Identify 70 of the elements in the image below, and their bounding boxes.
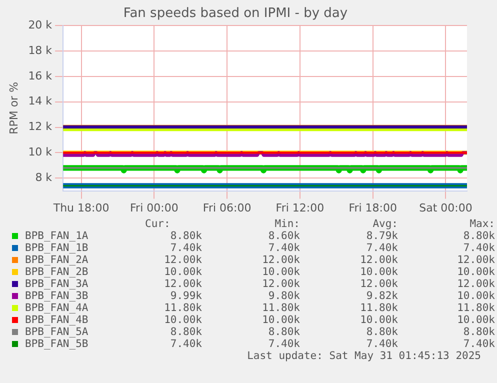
text: 10.00k (456, 266, 495, 278)
text: 10.00k (456, 290, 495, 302)
text: 8.80k (365, 326, 398, 338)
text: 10.00k (163, 266, 202, 278)
text: 10.00k (261, 314, 300, 326)
text: 9.80k (267, 290, 300, 302)
text: 7.40k (365, 338, 398, 350)
text: 7.40k (267, 242, 300, 254)
text: 12.00k (456, 278, 495, 290)
y-tick-label: 8 k (35, 170, 53, 184)
x-tick-label: Fri 00:00 (130, 201, 178, 214)
legend-label: BPB_FAN_5A (25, 326, 88, 338)
text: 9.82k (365, 290, 398, 302)
legend-label: BPB_FAN_1B (25, 242, 88, 254)
chart-title: Fan speeds based on IPMI - by day (123, 6, 348, 22)
text: 8.80k (169, 326, 202, 338)
text: 12.00k (261, 278, 300, 290)
y-tick-label: 16 k (28, 69, 53, 82)
text: 11.80k (261, 302, 300, 314)
text: 11.80k (456, 302, 495, 314)
y-tick-label: 12 k (28, 120, 53, 134)
y-tick-label: 10 k (28, 146, 53, 159)
text: 10.00k (456, 314, 495, 326)
legend-label: BPB_FAN_2A (25, 254, 88, 266)
legend-label: BPB_FAN_4B (25, 314, 88, 326)
text: 12.00k (163, 254, 202, 266)
legend-label: BPB_FAN_1A (25, 230, 88, 242)
legend-label: BPB_FAN_4A (25, 302, 88, 314)
text: 11.80k (359, 302, 398, 314)
text: 12.00k (359, 254, 398, 266)
x-tick-label: Thu 18:00 (52, 201, 110, 214)
text: 10.00k (359, 314, 398, 326)
text: 7.40k (169, 338, 202, 350)
legend-label: BPB_FAN_3A (25, 278, 88, 290)
text: Last update: Sat May 31 01:45:13 2025 (246, 350, 481, 362)
text: 7.40k (462, 338, 495, 350)
text: 8.80k (462, 326, 495, 338)
text: 8.80k (462, 230, 495, 242)
text: 12.00k (359, 278, 398, 290)
text: 7.40k (365, 242, 398, 254)
text: 7.40k (462, 242, 495, 254)
text: 7.40k (169, 242, 202, 254)
legend-label: BPB_FAN_5B (25, 338, 88, 350)
x-tick-label: Fri 12:00 (276, 201, 324, 214)
text: Avg: (372, 218, 398, 230)
text: 11.80k (163, 302, 202, 314)
text: 12.00k (163, 278, 202, 290)
text: 8.60k (267, 230, 300, 242)
text: 8.79k (365, 230, 398, 242)
text: 8.80k (169, 230, 202, 242)
legend-label: BPB_FAN_2B (25, 266, 88, 278)
text: 10.00k (359, 266, 398, 278)
text: Max: (468, 218, 495, 230)
text: 10.00k (163, 314, 202, 326)
text: 10.00k (261, 266, 300, 278)
text: 12.00k (456, 254, 495, 266)
y-tick-label: 14 k (28, 94, 53, 108)
text: Cur: (144, 218, 171, 230)
text: 8.80k (267, 326, 300, 338)
text: Min: (274, 218, 300, 230)
x-tick-label: Sat 00:00 (419, 201, 472, 214)
text: 12.00k (261, 254, 300, 266)
text: 9.99k (169, 290, 202, 302)
x-tick-label: Fri 06:00 (202, 201, 252, 214)
y-axis-title: RPM or % (7, 82, 20, 134)
y-tick-label: 18 k (28, 44, 53, 57)
x-tick-label: Fri 18:00 (348, 201, 398, 214)
text: 7.40k (267, 338, 300, 350)
y-tick-label: 20 k (28, 18, 53, 32)
legend-label: BPB_FAN_3B (25, 290, 88, 302)
